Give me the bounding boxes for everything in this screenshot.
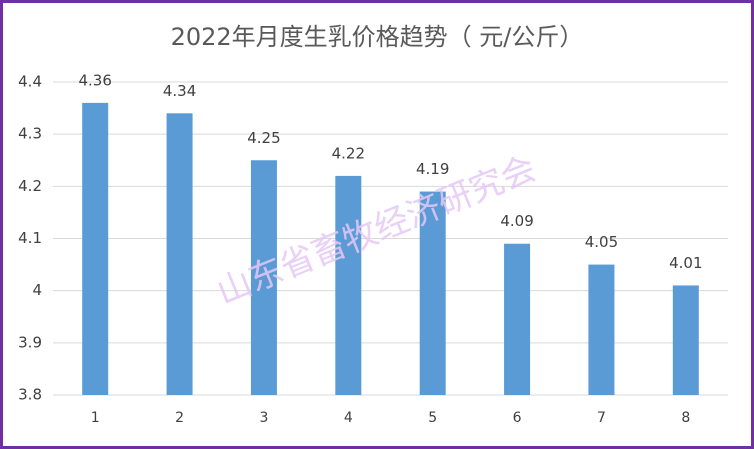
x-tick-label: 8: [681, 410, 690, 426]
data-label: 4.22: [332, 144, 365, 162]
bar: [504, 243, 531, 395]
bar: [82, 102, 109, 395]
data-label: 4.36: [78, 71, 111, 89]
bar: [588, 264, 615, 395]
x-tick-label: 6: [513, 410, 522, 426]
y-tick-label: 3.8: [18, 386, 42, 404]
y-tick-label: 3.9: [18, 333, 42, 351]
x-tick-label: 4: [344, 410, 353, 426]
x-tick-label: 5: [428, 410, 437, 426]
chart-title: 2022年月度生乳价格趋势（ 元/公斤）: [171, 23, 584, 51]
y-tick-label: 4.2: [18, 177, 42, 195]
x-tick-label: 3: [259, 410, 268, 426]
bar: [166, 113, 193, 396]
data-label: 4.05: [585, 233, 618, 251]
y-tick-label: 4: [32, 281, 42, 299]
x-tick-label: 2: [175, 410, 184, 426]
bar: [335, 175, 362, 395]
bar: [419, 191, 446, 395]
x-tick-label: 7: [597, 410, 606, 426]
data-label: 4.01: [669, 254, 702, 272]
data-label: 4.34: [163, 82, 196, 100]
bar: [250, 160, 277, 395]
bar: [672, 285, 699, 395]
y-tick-label: 4.3: [18, 125, 42, 143]
y-tick-label: 4.1: [18, 229, 42, 247]
y-tick-label: 4.4: [18, 73, 42, 91]
data-label: 4.25: [247, 129, 280, 147]
x-tick-label: 1: [91, 410, 100, 426]
data-label: 4.09: [500, 212, 533, 230]
data-label: 4.19: [416, 160, 449, 178]
